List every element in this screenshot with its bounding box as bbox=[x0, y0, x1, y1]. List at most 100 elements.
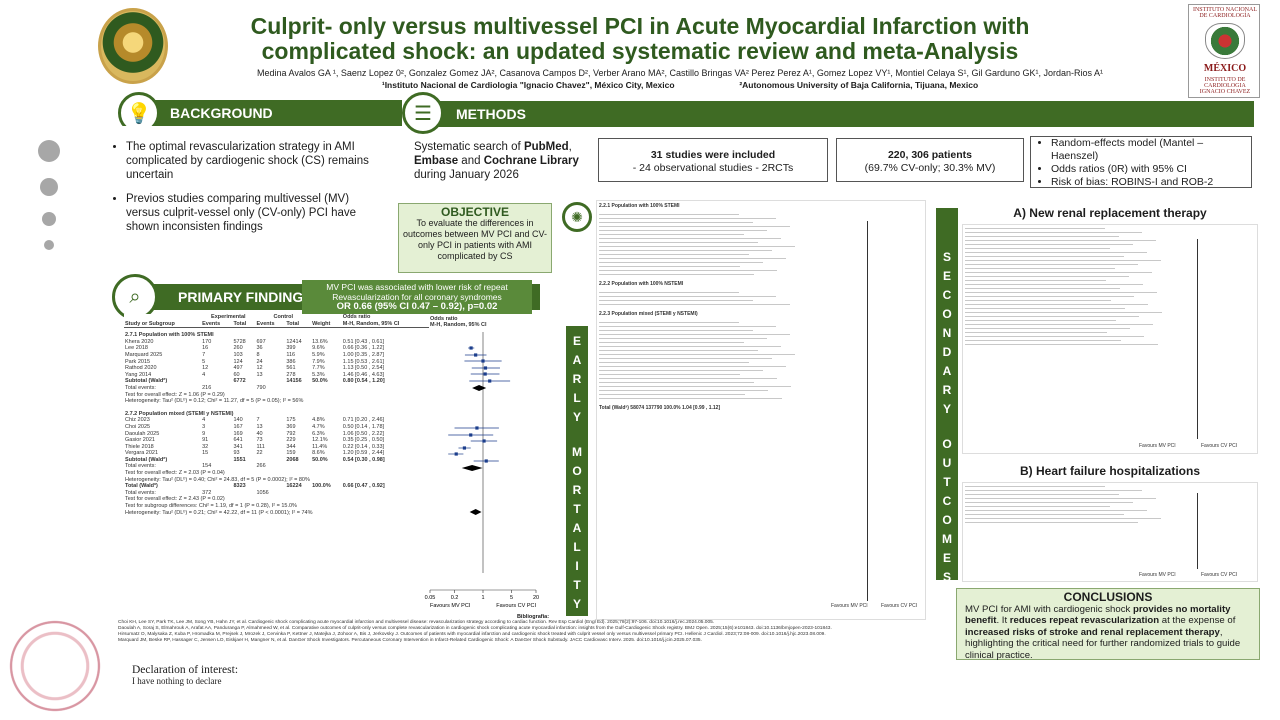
affiliation-2: ²Autonomous University of Baja Californi… bbox=[739, 80, 979, 90]
renal-forest-plot: Favours MV PCI Favours CV PCI bbox=[962, 224, 1258, 454]
plot-row-placeholder bbox=[965, 251, 1147, 253]
methods-stats-box: Random-effects model (Mantel – Haenszel)… bbox=[1030, 136, 1252, 188]
plot-row-placeholder bbox=[599, 303, 790, 305]
plot-row-placeholder bbox=[965, 283, 1143, 285]
plot-row-placeholder bbox=[965, 263, 1138, 265]
plot-row-placeholder bbox=[965, 505, 1110, 507]
plot-row-placeholder bbox=[599, 253, 749, 255]
table-row: Daoulah 2025 9 169 40 792 6.3% 1.06 [0.50 , 2.… bbox=[125, 430, 385, 437]
renal-favours-right: Favours CV PCI bbox=[1201, 443, 1238, 449]
plot-row-placeholder bbox=[599, 217, 776, 219]
plot-row-placeholder bbox=[599, 397, 782, 399]
plot-row-placeholder bbox=[965, 315, 1139, 317]
clipboard-icon: ☰ bbox=[402, 92, 444, 134]
mortality-subgroup-2: 2.2.2 Population with 100% NSTEMI bbox=[599, 281, 684, 287]
plot-row-placeholder bbox=[599, 333, 790, 335]
plot-row-placeholder bbox=[965, 299, 1111, 301]
plot-row-placeholder bbox=[965, 489, 1142, 491]
plot-row-placeholder bbox=[599, 341, 744, 343]
plot-row-placeholder bbox=[599, 241, 758, 243]
renal-null-line bbox=[1197, 239, 1198, 439]
table-row: Choi 2025 3 167 13 369 4.7% 0.50 [0.14 , 1.78] bbox=[125, 423, 385, 430]
table-row: Chiz 2023 4 140 7 175 4.8% 0.71 [0.20 , 2.46] bbox=[125, 417, 385, 424]
plot-row-placeholder bbox=[599, 291, 739, 293]
plot-row-placeholder bbox=[965, 501, 1133, 503]
plot-row-placeholder bbox=[599, 233, 744, 235]
plot-row-placeholder bbox=[599, 329, 753, 331]
point-estimate bbox=[474, 353, 478, 357]
report-icon: ⌕ bbox=[112, 274, 158, 320]
plot-row-placeholder bbox=[965, 521, 1138, 523]
x-tick-label: 1 bbox=[481, 595, 484, 601]
plot-row-placeholder bbox=[599, 265, 740, 267]
declaration: Declaration of interest: I have nothing … bbox=[132, 664, 239, 686]
background-heading: BACKGROUND bbox=[132, 100, 402, 126]
point-estimate bbox=[475, 426, 479, 430]
mortality-favours-right: Favours CV PCI bbox=[881, 603, 918, 609]
plot-row-placeholder bbox=[965, 255, 1124, 257]
plot-row-placeholder bbox=[965, 339, 1121, 341]
logo-bottom-text: INSTITUTO DE CARDIOLOGIA IGNACIO CHAVEZ bbox=[1199, 77, 1251, 95]
table-row: Khera 2020 170 5728 697 12414 13.6% 0.51 [0.43… bbox=[125, 338, 385, 345]
bibliography: Bibliografia: Choi KH, Lee SY, Park TK, … bbox=[118, 614, 948, 644]
decor-globe-icon bbox=[0, 612, 110, 720]
table-row: Lee 2018 16 260 36 399 9.6% 0.66 [0.36 , 1.22] bbox=[125, 345, 385, 352]
table-row: Marquard 2025 7 103 8 116 5.9% 1.00 [0.35 , 2.… bbox=[125, 351, 385, 358]
plot-row-placeholder bbox=[599, 337, 767, 339]
plot-row-placeholder bbox=[965, 311, 1162, 313]
mortality-subgroup-3: 2.2.3 Population mixed (STEMI y NSTEMI) bbox=[599, 311, 698, 317]
poster-title: Culprit- only versus multivessel PCI in … bbox=[250, 13, 1030, 64]
favours-left-label: Favours MV PCI bbox=[430, 603, 471, 609]
mortality-total: Total (Waldª) 58074 137790 100.0% 1.04 [… bbox=[599, 405, 721, 411]
plot-row-placeholder bbox=[965, 275, 1129, 277]
methods-heading: METHODS bbox=[418, 101, 1254, 127]
plot-row-placeholder bbox=[599, 365, 786, 367]
affiliation-1: ¹Instituto Nacional de Cardiologia "Igna… bbox=[381, 80, 675, 90]
ref-1: Choi KH, Lee SY, Park TK, Lee JM, Song Y… bbox=[118, 620, 715, 625]
plot-row-placeholder bbox=[965, 343, 1158, 345]
point-estimate bbox=[469, 433, 473, 437]
ref-3: Hirsumatz O, Malysaka Z, Kuba P, Hromadk… bbox=[118, 632, 826, 637]
plot-row-placeholder bbox=[965, 497, 1156, 499]
plot-row-placeholder bbox=[965, 227, 1105, 229]
renal-plot-title: A) New renal replacement therapy bbox=[1013, 206, 1207, 220]
ref-2: Daoulah A, Soraj S, Elmahrouk A, Arafat … bbox=[118, 626, 832, 631]
x-tick-label: 5 bbox=[510, 595, 513, 601]
plot-row-placeholder bbox=[599, 325, 776, 327]
plot-row-placeholder bbox=[599, 261, 763, 263]
affiliations: ¹Instituto Nacional de Cardiologia "Igna… bbox=[180, 80, 1180, 90]
mortality-forest-plot: 2.2.1 Population with 100% STEMI 2.2.2 P… bbox=[596, 200, 926, 620]
plot-row-placeholder bbox=[599, 353, 795, 355]
forest-plot-graphic: 0.05 0.2 1 5 20 Favours MV PCI Favours CV PCI bbox=[425, 332, 539, 609]
table-row: Park 2015 5 124 24 386 7.9% 1.15 [0.53 , 2.61] bbox=[125, 358, 385, 365]
events-row: Total events: 216 790 bbox=[125, 384, 266, 391]
authors-line: Medina Avalos GA ¹, Saenz Lopez 0², Gonz… bbox=[256, 68, 1104, 78]
background-bullet-1: The optimal revascularization strategy i… bbox=[126, 140, 386, 182]
plot-row-placeholder bbox=[965, 259, 1161, 261]
plot-row-placeholder bbox=[965, 267, 1115, 269]
point-estimate bbox=[482, 439, 486, 443]
crest-icon bbox=[1205, 23, 1245, 59]
ref-4: Marquard JM, Beske RP, Hassager C, Jense… bbox=[118, 638, 702, 643]
plot-row-placeholder bbox=[965, 513, 1124, 515]
patients-box: 220, 306 patients (69.7% CV-only; 30.3% … bbox=[836, 138, 1024, 182]
subtotal-row: Subtotal (Waldª) 1551 2068 50.0% 0.54 [0.30 … bbox=[125, 456, 385, 463]
plot-row-placeholder bbox=[965, 287, 1120, 289]
point-estimate bbox=[469, 346, 473, 350]
hf-favours-right: Favours CV PCI bbox=[1201, 572, 1238, 578]
globe-icon: ✺ bbox=[562, 202, 592, 232]
plot-row-placeholder bbox=[599, 345, 781, 347]
summary-diamond bbox=[461, 465, 483, 471]
point-estimate bbox=[483, 372, 487, 376]
plot-row-placeholder bbox=[599, 299, 753, 301]
mortality-subgroup-1: 2.2.1 Population with 100% STEMI bbox=[599, 203, 680, 209]
plot-row-placeholder bbox=[599, 381, 754, 383]
favours-right-label: Favours CV PCI bbox=[496, 603, 536, 609]
logo-mid-text: MÉXICO bbox=[1203, 63, 1247, 74]
point-estimate bbox=[483, 366, 488, 370]
plot-row-placeholder bbox=[965, 243, 1133, 245]
plot-row-placeholder bbox=[599, 349, 758, 351]
plot-row-placeholder bbox=[965, 485, 1105, 487]
plot-row-placeholder bbox=[965, 303, 1148, 305]
table-row: Yang 2014 4 60 13 278 5.3% 1.46 [0.46 , 4.63] bbox=[125, 371, 385, 378]
